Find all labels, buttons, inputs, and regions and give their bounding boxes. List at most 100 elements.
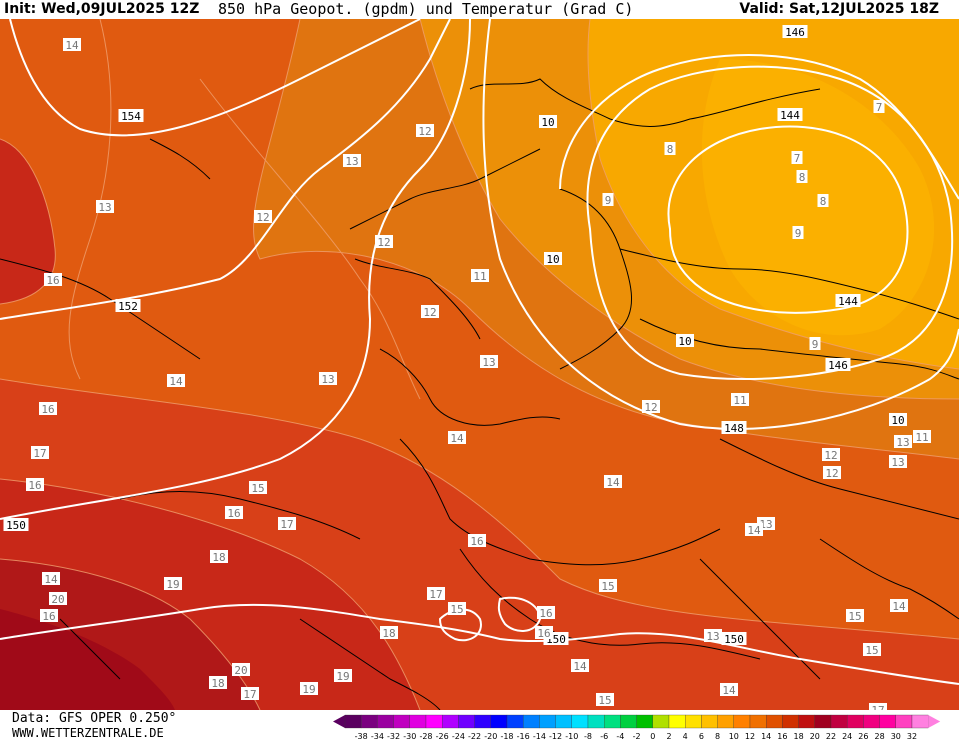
temperature-label-box [596,693,614,706]
temperature-label: 13 [345,155,358,168]
color-legend: -38 -34 -32 -30 -28 -26 -24 -22 -20 -18 -16 -14 -12-… [333,714,941,740]
legend-tick-label: -28 [419,732,432,740]
legend-swatch [701,714,718,729]
temperature-label: 13 [98,201,111,214]
temperature-label-box [421,305,439,318]
temperature-label-box [209,676,227,689]
temperature-label: 7 [876,101,883,114]
legend-swatch [458,714,475,729]
legend-tick-label: -30 [403,732,416,740]
temperature-label: 14 [722,684,736,697]
legend-tick-label: 22 [826,732,836,740]
legend-tick-label: 6 [699,732,704,740]
geopotential-label: 10 [678,335,691,348]
temperature-label: 9 [795,227,802,240]
temperature-label-box [44,273,62,286]
temperature-label-box [894,435,912,448]
legend-swatch [895,714,913,729]
legend-arrow-right [928,715,941,728]
temperature-label: 12 [824,449,837,462]
legend-swatch [539,714,556,729]
geopotential-label-box [777,108,803,121]
legend-tick-label: -10 [565,732,578,740]
legend-swatch [685,714,702,729]
temperature-label: 12 [423,306,436,319]
legend-tick-label: 18 [794,732,804,740]
legend-swatch [409,714,427,729]
geopotential-label: 152 [118,300,138,313]
legend-tick-label: -20 [484,732,497,740]
header-bar: Init: Wed,09JUL2025 12Z 850 hPa Geopot. … [0,0,959,19]
temperature-label: 12 [256,211,269,224]
temperature-label-box [210,550,228,563]
temperature-label-box [664,142,676,155]
temperature-label-box [599,579,617,592]
temperature-label-box [167,374,185,387]
legend-tick-label: -8 [584,732,592,740]
temperature-label: 16 [227,507,240,520]
legend-swatch [523,714,540,729]
geopotential-label: 148 [724,422,744,435]
temperature-label-box [26,478,44,491]
temperature-label: 15 [848,610,861,623]
temperature-label: 16 [42,610,55,623]
temperature-label: 15 [598,694,611,707]
legend-swatch [668,714,686,729]
legend-tick-label: 10 [729,732,739,740]
temperature-label-box [537,606,555,619]
temperature-label-box [232,663,250,676]
legend-tick-label: 32 [907,732,917,740]
temperature-label: 12 [644,401,657,414]
data-source-label: Data: GFS OPER 0.250° [12,711,177,726]
geopotential-label: 10 [541,116,554,129]
temperature-label: 20 [234,664,247,677]
temperature-label-box [241,687,259,700]
legend-swatch [782,714,799,729]
legend-swatch [490,714,508,729]
legend-swatch [814,714,832,729]
legend-tick-label: 14 [761,732,771,740]
temperature-label: 12 [418,125,431,138]
temperature-label-box [278,517,296,530]
temperature-label-box [791,151,803,164]
temperature-label: 16 [470,535,483,548]
temperature-label: 17 [871,704,884,710]
temperature-label-box [873,100,885,113]
legend-tick-label: -14 [533,732,546,740]
geopotential-label-box [676,334,694,347]
legend-swatch [555,714,572,729]
legend-tick-label: 26 [858,732,868,740]
temperature-label: 11 [733,394,746,407]
legend-tick-label: 28 [875,732,885,740]
legend-tick-label: -22 [468,732,481,740]
temperature-label-box [416,124,434,137]
temperature-label: 8 [667,143,674,156]
geopotential-label: 150 [724,633,744,646]
temperature-label: 14 [606,476,620,489]
legend-swatch [863,714,880,729]
geopotential-label-box [539,115,557,128]
geopotential-label-box [889,413,907,426]
temperature-label: 13 [482,356,495,369]
temperature-label: 19 [302,683,315,696]
legend-tick-label: 8 [715,732,720,740]
legend-swatch [733,714,751,729]
legend-tick-label: 12 [745,732,755,740]
temperature-label-box [796,170,808,183]
temperature-label: 19 [166,578,179,591]
temperature-label-box [890,599,908,612]
legend-swatch [879,714,896,729]
temperature-label: 8 [820,195,827,208]
website-label: WWW.WETTERZENTRALE.DE [12,726,164,740]
legend-tick-label: -32 [387,732,400,740]
temperature-label: 18 [211,677,224,690]
temperature-label: 15 [450,603,463,616]
temperature-label: 14 [892,600,906,613]
legend-tick-label: -26 [436,732,449,740]
temperature-label: 18 [212,551,225,564]
temperature-label: 12 [377,236,390,249]
geopotential-label-box [825,358,851,371]
legend-tick-label: -18 [500,732,513,740]
temperature-label: 14 [450,432,464,445]
temperature-label-box [448,602,466,615]
